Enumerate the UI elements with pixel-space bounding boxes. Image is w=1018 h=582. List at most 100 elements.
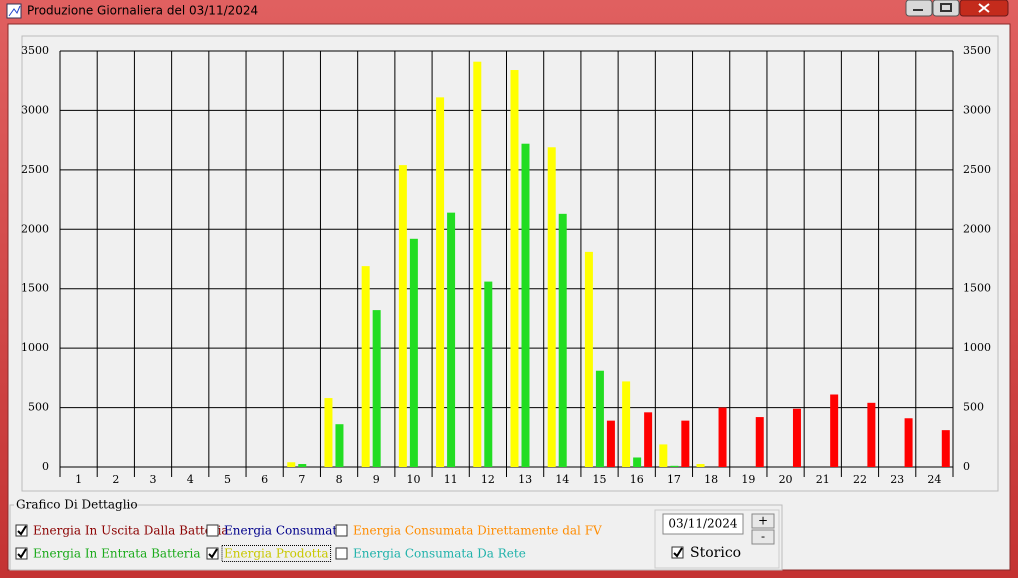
plus-button[interactable] bbox=[751, 513, 775, 529]
bar bbox=[510, 70, 519, 467]
x-tick-label: 14 bbox=[555, 473, 569, 486]
bar bbox=[830, 394, 839, 467]
date-panel bbox=[654, 509, 780, 569]
window-buttons bbox=[905, 0, 1009, 17]
bar bbox=[324, 398, 333, 467]
y-tick-label: 0 bbox=[42, 460, 49, 473]
storico-checkbox-mark bbox=[673, 547, 683, 558]
minus-button[interactable] bbox=[751, 529, 775, 545]
detail-group-box bbox=[9, 504, 783, 571]
checkbox-mark bbox=[208, 548, 218, 559]
bar bbox=[558, 213, 567, 467]
bar bbox=[696, 464, 705, 467]
checkbox[interactable] bbox=[335, 524, 348, 537]
checkbox-label: Energia In Entrata Batteria bbox=[33, 547, 201, 561]
y-tick-label: 3000 bbox=[21, 103, 49, 116]
checkbox-label: Energia Consumata bbox=[224, 524, 344, 538]
checkbox[interactable] bbox=[206, 524, 219, 537]
x-tick-label: 5 bbox=[224, 473, 231, 486]
focus-rect bbox=[221, 545, 332, 562]
checkbox-label: Energia Consumata Da Rete bbox=[353, 547, 526, 561]
x-tick-label: 2 bbox=[112, 473, 119, 486]
x-tick-label: 10 bbox=[406, 473, 420, 486]
y2-tick-label: 0 bbox=[963, 460, 970, 473]
bar bbox=[595, 370, 604, 467]
storico-checkbox[interactable] bbox=[671, 546, 684, 559]
x-tick-label: 19 bbox=[741, 473, 755, 486]
y2-tick-label: 3000 bbox=[963, 103, 991, 116]
x-tick-label: 16 bbox=[630, 473, 644, 486]
bar bbox=[718, 407, 727, 467]
bar bbox=[409, 238, 418, 467]
bar bbox=[484, 281, 493, 467]
bar bbox=[473, 61, 482, 467]
y2-tick-label: 3500 bbox=[963, 44, 991, 57]
x-tick-label: 15 bbox=[593, 473, 607, 486]
x-tick-label: 18 bbox=[704, 473, 718, 486]
date-input[interactable] bbox=[662, 513, 744, 535]
x-tick-label: 8 bbox=[336, 473, 343, 486]
window-title: Produzione Giornaliera del 03/11/2024 bbox=[27, 4, 258, 18]
checkbox[interactable] bbox=[206, 547, 219, 560]
detail-group-title: Grafico Di Dettaglio bbox=[16, 498, 138, 512]
checkbox-label: Energia Prodotta bbox=[224, 547, 329, 561]
x-tick-label: 1 bbox=[75, 473, 82, 486]
storico-label: Storico bbox=[690, 545, 741, 561]
y-tick-label: 2500 bbox=[21, 163, 49, 176]
checkbox-label: Energia In Uscita Dalla Batteria bbox=[33, 524, 229, 538]
x-tick-label: 21 bbox=[816, 473, 830, 486]
checkbox-mark bbox=[17, 548, 27, 559]
bar bbox=[584, 251, 593, 467]
y2-tick-label: 1000 bbox=[963, 341, 991, 354]
bar bbox=[755, 417, 764, 467]
x-tick-label: 6 bbox=[261, 473, 268, 486]
bar bbox=[335, 424, 344, 467]
bar bbox=[867, 402, 876, 467]
bar bbox=[521, 143, 530, 468]
x-tick-label: 24 bbox=[927, 473, 941, 486]
y2-tick-label: 2500 bbox=[963, 163, 991, 176]
x-tick-label: 9 bbox=[373, 473, 380, 486]
y-tick-label: 500 bbox=[28, 401, 49, 414]
bar bbox=[447, 212, 456, 467]
bar bbox=[941, 430, 950, 467]
minimize-icon bbox=[913, 9, 923, 11]
checkbox[interactable] bbox=[15, 524, 28, 537]
plot: 0 0 500 500 1000 1000 1500 1500 2000 2000 2500 2500… bbox=[21, 35, 999, 492]
bar bbox=[904, 418, 913, 467]
checkbox-mark bbox=[17, 525, 27, 536]
bar bbox=[670, 465, 679, 467]
bar bbox=[361, 266, 370, 467]
detail-group-title-bg bbox=[14, 498, 124, 512]
maximize-icon bbox=[940, 3, 952, 12]
minimize-button[interactable] bbox=[905, 0, 933, 17]
y-tick-label: 1500 bbox=[21, 282, 49, 295]
x-tick-label: 12 bbox=[481, 473, 495, 486]
x-tick-label: 13 bbox=[518, 473, 532, 486]
bar bbox=[659, 444, 668, 467]
bar bbox=[372, 310, 381, 467]
bar bbox=[681, 420, 690, 467]
bar bbox=[644, 412, 653, 467]
x-tick-label: 22 bbox=[853, 473, 867, 486]
y2-tick-label: 1500 bbox=[963, 282, 991, 295]
minus-label: - bbox=[761, 530, 765, 544]
x-tick-label: 3 bbox=[150, 473, 157, 486]
x-tick-label: 4 bbox=[187, 473, 194, 486]
checkbox[interactable] bbox=[335, 547, 348, 560]
x-tick-label: 7 bbox=[298, 473, 305, 486]
bar bbox=[606, 420, 615, 467]
checkbox-label: Energia Consumata Direttamente dal FV bbox=[353, 524, 602, 538]
checkbox[interactable] bbox=[15, 547, 28, 560]
y2-tick-label: 500 bbox=[963, 401, 984, 414]
app-icon-graph bbox=[8, 5, 21, 17]
y-tick-label: 1000 bbox=[21, 341, 49, 354]
y-tick-label: 3500 bbox=[21, 44, 49, 57]
x-tick-label: 23 bbox=[890, 473, 904, 486]
maximize-button[interactable] bbox=[932, 0, 960, 17]
bar bbox=[633, 457, 642, 467]
bar bbox=[792, 408, 801, 467]
plot-area bbox=[21, 35, 999, 492]
checkboxes: Energia In Uscita Dalla BatteriaEnergia … bbox=[15, 524, 741, 562]
bar bbox=[298, 464, 307, 467]
